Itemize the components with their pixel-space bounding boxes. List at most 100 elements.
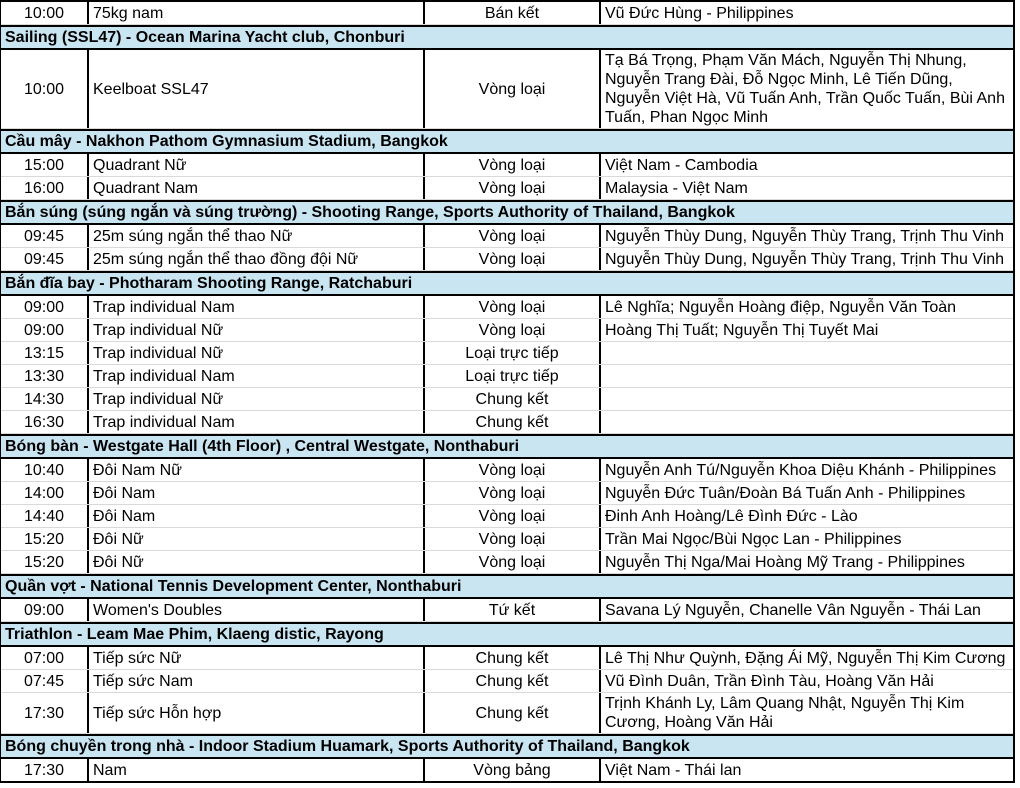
table-row: 10:40 Đôi Nam Nữ Vòng loại Nguyễn Anh Tú… [1, 459, 1013, 482]
round-cell: Vòng bảng [425, 759, 601, 781]
event-cell: Trap individual Nữ [89, 342, 425, 364]
time-cell: 15:20 [1, 551, 89, 573]
table-row: 17:30 Tiếp sức Hỗn hợp Chung kết Trịnh K… [1, 693, 1013, 734]
section-header-row: Quần vợt - National Tennis Development C… [1, 574, 1013, 599]
round-cell: Chung kết [425, 647, 601, 669]
table-row: 10:00 75kg nam Bán kết Vũ Đức Hùng - Phi… [1, 2, 1013, 25]
round-cell: Loại trực tiếp [425, 365, 601, 387]
section-title: Bắn đĩa bay - Photharam Shooting Range, … [5, 275, 413, 292]
section-title: Bóng chuyền trong nhà - Indoor Stadium H… [5, 738, 690, 755]
participants-cell: Trần Mai Ngọc/Bùi Ngọc Lan - Philippines [605, 530, 902, 548]
event-cell: Women's Doubles [89, 599, 425, 621]
round-cell: Vòng loại [425, 50, 601, 128]
table-row: 14:00 Đôi Nam Vòng loại Nguyễn Đức Tuân/… [1, 482, 1013, 505]
round-cell: Chung kết [425, 411, 601, 433]
section-header-row: Bắn đĩa bay - Photharam Shooting Range, … [1, 271, 1013, 296]
time-cell: 09:00 [1, 319, 89, 341]
participants-cell: Nguyễn Thùy Dung, Nguyễn Thùy Trang, Trị… [605, 227, 1005, 245]
time-cell: 14:30 [1, 388, 89, 410]
section-header-row: Bóng chuyền trong nhà - Indoor Stadium H… [1, 734, 1013, 759]
section-title: Quần vợt - National Tennis Development C… [5, 578, 462, 595]
round-cell: Vòng loại [425, 296, 601, 318]
round-cell: Chung kết [425, 388, 601, 410]
event-cell: Đôi Nam Nữ [89, 459, 425, 481]
round-cell: Vòng loại [425, 459, 601, 481]
table-row: 09:00 Women's Doubles Tứ kết Savana Lý N… [1, 599, 1013, 622]
round-cell: Chung kết [425, 670, 601, 692]
event-cell: Tiếp sức Nam [89, 670, 425, 692]
participants-cell: Trịnh Khánh Ly, Lâm Quang Nhật, Nguyễn T… [605, 695, 965, 731]
round-cell: Vòng loại [425, 177, 601, 199]
table-row: 16:00 Quadrant Nam Vòng loại Malaysia - … [1, 177, 1013, 200]
event-cell: Đôi Nam [89, 505, 425, 527]
event-cell: 25m súng ngắn thể thao đồng đội Nữ [89, 248, 425, 270]
participants-cell: Savana Lý Nguyễn, Chanelle Vân Nguyễn - … [605, 601, 981, 619]
section-header-row: Triathlon - Leam Mae Phim, Klaeng distic… [1, 622, 1013, 647]
table-row: 09:45 25m súng ngắn thể thao Nữ Vòng loạ… [1, 225, 1013, 248]
participants-cell: Nguyễn Anh Tú/Nguyễn Khoa Diệu Khánh - P… [605, 461, 997, 479]
table-row: 16:30 Trap individual Nam Chung kết [1, 411, 1013, 434]
time-cell: 07:00 [1, 647, 89, 669]
time-cell: 14:40 [1, 505, 89, 527]
time-cell: 09:00 [1, 599, 89, 621]
round-cell: Vòng loại [425, 505, 601, 527]
table-row: 14:30 Trap individual Nữ Chung kết [1, 388, 1013, 411]
event-cell: Nam [89, 759, 425, 781]
event-cell: Keelboat SSL47 [89, 50, 425, 128]
time-cell: 07:45 [1, 670, 89, 692]
round-cell: Bán kết [425, 2, 601, 24]
round-cell: Vòng loại [425, 528, 601, 550]
participants-cell [601, 365, 1013, 387]
participants-cell: Việt Nam - Thái lan [605, 761, 742, 779]
round-cell: Vòng loại [425, 551, 601, 573]
participants-cell: Vũ Đình Duân, Trần Đình Tàu, Hoàng Văn H… [605, 672, 934, 690]
time-cell: 10:00 [1, 50, 89, 128]
time-cell: 13:15 [1, 342, 89, 364]
table-row: 13:15 Trap individual Nữ Loại trực tiếp [1, 342, 1013, 365]
event-cell: Tiếp sức Hỗn hợp [89, 693, 425, 733]
table-row: 15:20 Đôi Nữ Vòng loại Nguyễn Thị Nga/Ma… [1, 551, 1013, 574]
time-cell: 10:40 [1, 459, 89, 481]
event-cell: Đôi Nữ [89, 528, 425, 550]
participants-cell [601, 342, 1013, 364]
time-cell: 17:30 [1, 693, 89, 733]
event-cell: Tiếp sức Nữ [89, 647, 425, 669]
event-cell: Quadrant Nam [89, 177, 425, 199]
event-cell: Đôi Nữ [89, 551, 425, 573]
round-cell: Tứ kết [425, 599, 601, 621]
event-cell: Trap individual Nam [89, 411, 425, 433]
event-cell: Trap individual Nữ [89, 388, 425, 410]
round-cell: Vòng loại [425, 225, 601, 247]
table-row: 07:00 Tiếp sức Nữ Chung kết Lê Thị Như Q… [1, 647, 1013, 670]
section-title: Bóng bàn - Westgate Hall (4th Floor) , C… [5, 438, 520, 455]
table-row: 07:45 Tiếp sức Nam Chung kết Vũ Đình Duâ… [1, 670, 1013, 693]
event-cell: Đôi Nam [89, 482, 425, 504]
time-cell: 09:45 [1, 248, 89, 270]
table-row: 15:20 Đôi Nữ Vòng loại Trần Mai Ngọc/Bùi… [1, 528, 1013, 551]
time-cell: 16:30 [1, 411, 89, 433]
table-row: 15:00 Quadrant Nữ Vòng loại Việt Nam - C… [1, 154, 1013, 177]
time-cell: 09:45 [1, 225, 89, 247]
event-cell: Trap individual Nữ [89, 319, 425, 341]
table-row: 10:00 Keelboat SSL47 Vòng loại Tạ Bá Trọ… [1, 50, 1013, 129]
round-cell: Vòng loại [425, 248, 601, 270]
round-cell: Vòng loại [425, 319, 601, 341]
table-row: 17:30 Nam Vòng bảng Việt Nam - Thái lan [1, 759, 1013, 781]
time-cell: 17:30 [1, 759, 89, 781]
round-cell: Chung kết [425, 693, 601, 733]
event-cell: 25m súng ngắn thể thao Nữ [89, 225, 425, 247]
section-header-row: Bắn súng (súng ngắn và súng trường) - Sh… [1, 200, 1013, 225]
round-cell: Vòng loại [425, 482, 601, 504]
participants-cell: Hoàng Thị Tuất; Nguyễn Thị Tuyết Mai [605, 321, 879, 339]
participants-cell: Nguyễn Đức Tuân/Đoàn Bá Tuấn Anh - Phili… [605, 484, 966, 502]
table-row: 09:00 Trap individual Nam Vòng loại Lê N… [1, 296, 1013, 319]
section-header-row: Sailing (SSL47) - Ocean Marina Yacht clu… [1, 25, 1013, 50]
round-cell: Vòng loại [425, 154, 601, 176]
participants-cell: Nguyễn Thùy Dung, Nguyễn Thùy Trang, Trị… [605, 250, 1005, 268]
time-cell: 15:20 [1, 528, 89, 550]
participants-cell: Lê Thị Như Quỳnh, Đặng Ái Mỹ, Nguyễn Thị… [605, 649, 1006, 667]
section-header-row: Bóng bàn - Westgate Hall (4th Floor) , C… [1, 434, 1013, 459]
participants-cell: Đinh Anh Hoàng/Lê Đình Đức - Lào [605, 507, 858, 525]
event-cell: Trap individual Nam [89, 296, 425, 318]
participants-cell: Vũ Đức Hùng - Philippines [605, 4, 794, 22]
